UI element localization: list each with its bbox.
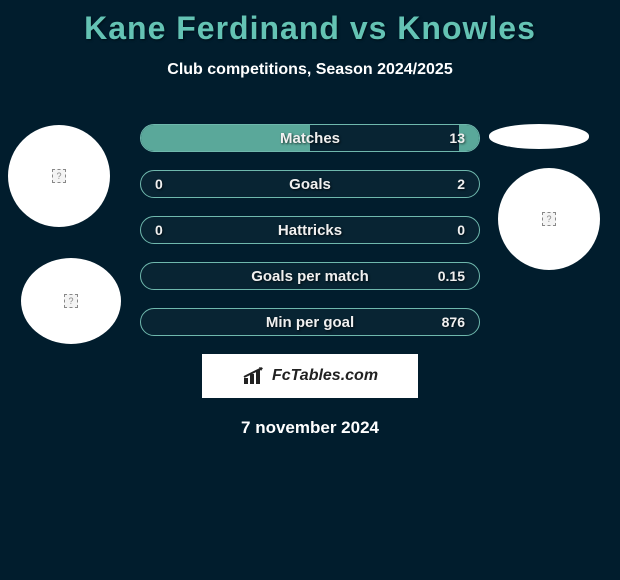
stat-row: Min per goal 876 [140,308,480,336]
player2-club: ? [498,168,600,270]
stat-row: 0 Goals 2 [140,170,480,198]
brand-logo: FcTables.com [202,354,418,398]
stat-row: 0 Hattricks 0 [140,216,480,244]
stat-left-value: 0 [155,222,163,238]
stat-label: Min per goal [266,314,354,331]
stats-container: Matches 13 0 Goals 2 0 Hattricks 0 Goals per mat… [140,124,480,336]
image-placeholder-icon: ? [542,212,556,226]
stat-label: Hattricks [278,222,342,239]
stat-row: Goals per match 0.15 [140,262,480,290]
player1-photo: ? [8,125,110,227]
stat-label: Goals [289,176,331,193]
stat-row: Matches 13 [140,124,480,152]
page-title: Kane Ferdinand vs Knowles [0,0,620,47]
player1-club: ? [21,258,121,344]
stat-right-value: 876 [442,314,465,330]
stat-right-value: 0 [457,222,465,238]
stat-right-value: 0.15 [438,268,465,284]
subtitle: Club competitions, Season 2024/2025 [0,61,620,79]
player2-ellipse [489,124,589,149]
image-placeholder-icon: ? [52,169,66,183]
stat-label: Matches [280,130,340,147]
date-text: 7 november 2024 [0,418,620,438]
image-placeholder-icon: ? [64,294,78,308]
stat-label: Goals per match [251,268,369,285]
stat-right-value: 13 [449,130,465,146]
stat-right-value: 2 [457,176,465,192]
brand-text: FcTables.com [272,367,378,385]
bar-chart-icon [242,366,268,386]
stat-left-value: 0 [155,176,163,192]
